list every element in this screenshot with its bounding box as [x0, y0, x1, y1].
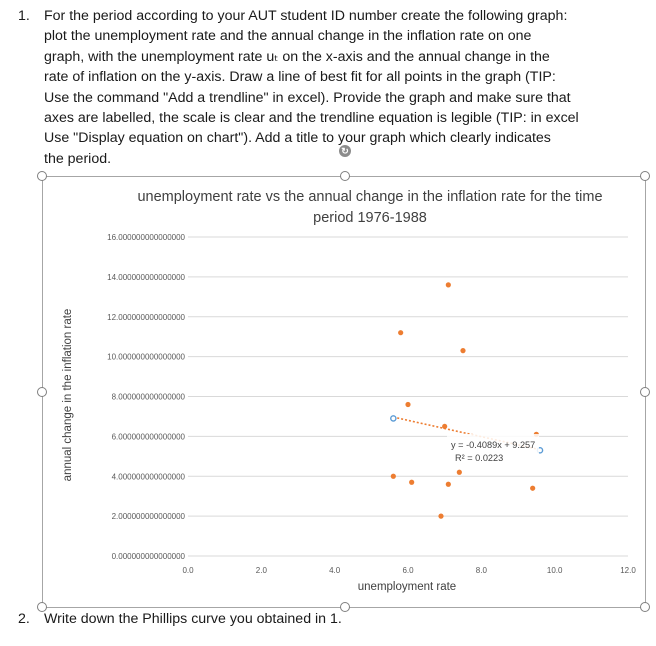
y-tick-label: 2.000000000000000	[112, 512, 186, 521]
x-tick-label: 12.0	[620, 566, 636, 575]
y-tick-label: 8.000000000000000	[112, 393, 186, 402]
chart-title: unemployment rate vs the annual change i…	[137, 189, 602, 226]
scatter-chart: unemployment rate vs the annual change i…	[62, 189, 636, 593]
data-point	[442, 423, 448, 430]
y-tick-label: 14.000000000000000	[107, 273, 185, 282]
x-tick-label: 8.0	[476, 566, 488, 575]
y-tick-label: 10.000000000000000	[107, 353, 185, 362]
y-axis-label: annual change in the inflation rate	[62, 309, 74, 482]
data-point	[390, 473, 396, 479]
data-point	[530, 485, 536, 491]
question-2-text: Write down the Phillips curve you obtain…	[44, 611, 342, 627]
question-1-line: axes are labelled, the scale is clear an…	[44, 110, 579, 127]
question-2: 2. Write down the Phillips curve you obta…	[18, 611, 342, 627]
x-tick-label: 4.0	[329, 566, 341, 575]
selected-data-point	[390, 415, 397, 422]
data-point	[405, 401, 411, 408]
data-point	[445, 282, 451, 288]
trendline-r2: R² = 0.0223	[455, 453, 503, 463]
question-1-line: Use "Display equation on chart"). Add a …	[44, 130, 551, 147]
x-axis-ticks: 0.0 2.0 4.0 6.0 8.0 10.0 12.0	[182, 566, 636, 575]
y-tick-label: 0.000000000000000	[112, 552, 186, 561]
question-1-line: rate of inflation on the y-axis. Draw a …	[44, 69, 556, 86]
y-tick-label: 12.000000000000000	[107, 313, 185, 322]
question-1-number: 1.	[18, 8, 30, 24]
y-tick-label: 6.000000000000000	[112, 432, 186, 441]
data-points	[390, 282, 544, 519]
trendline-equation: y = -0.4089x + 9.257	[451, 440, 535, 450]
data-point	[398, 330, 404, 336]
resize-handle-right[interactable]	[640, 387, 650, 397]
y-tick-label: 4.000000000000000	[112, 472, 186, 481]
chart-gridlines	[188, 236, 628, 557]
question-1-line: the period.	[44, 150, 112, 167]
resize-handle-top-left[interactable]	[37, 171, 47, 181]
x-tick-label: 0.0	[182, 566, 194, 575]
question-1-line: Use the command "Add a trendline" in exc…	[44, 89, 571, 106]
y-axis-ticks: 0.000000000000000 2.000000000000000 4.0000…	[107, 233, 185, 561]
data-point	[409, 479, 415, 485]
chart-title-line: period 1976-1988	[313, 210, 427, 226]
resize-handle-top-right[interactable]	[640, 171, 650, 181]
question-1-line: For the period according to your AUT stu…	[44, 8, 568, 24]
x-tick-label: 2.0	[256, 566, 268, 575]
data-point	[445, 481, 451, 487]
y-tick-label: 16.000000000000000	[107, 233, 185, 242]
question-1-body: For the period according to your AUT stu…	[44, 6, 624, 169]
x-tick-label: 6.0	[402, 566, 414, 575]
data-point	[456, 469, 462, 475]
x-tick-label: 10.0	[547, 566, 563, 575]
resize-handle-bottom-left[interactable]	[37, 602, 47, 612]
resize-handle-bottom-right[interactable]	[640, 602, 650, 612]
x-axis-label: unemployment rate	[358, 581, 456, 593]
question-1-line: graph, with the unemployment rate uₜ on …	[44, 48, 550, 65]
data-point	[438, 513, 444, 519]
chart-title-line: unemployment rate vs the annual change i…	[137, 189, 602, 205]
chart-frame[interactable]: unemployment rate vs the annual change i…	[37, 171, 650, 612]
question-1-line: plot the unemployment rate and the annua…	[44, 28, 532, 45]
resize-handle-bottom[interactable]	[340, 602, 350, 612]
resize-handle-top[interactable]	[340, 171, 350, 181]
resize-handle-left[interactable]	[37, 387, 47, 397]
layout-options-icon[interactable]: ↻	[339, 145, 351, 157]
data-point	[460, 348, 466, 354]
question-2-number: 2.	[18, 611, 30, 627]
trendline-label[interactable]: y = -0.4089x + 9.257 R² = 0.0223	[447, 434, 539, 466]
